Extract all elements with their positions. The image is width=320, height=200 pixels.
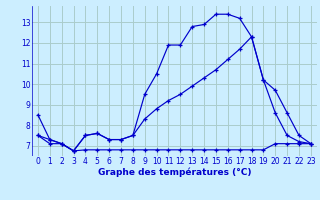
X-axis label: Graphe des températures (°C): Graphe des températures (°C) <box>98 168 251 177</box>
